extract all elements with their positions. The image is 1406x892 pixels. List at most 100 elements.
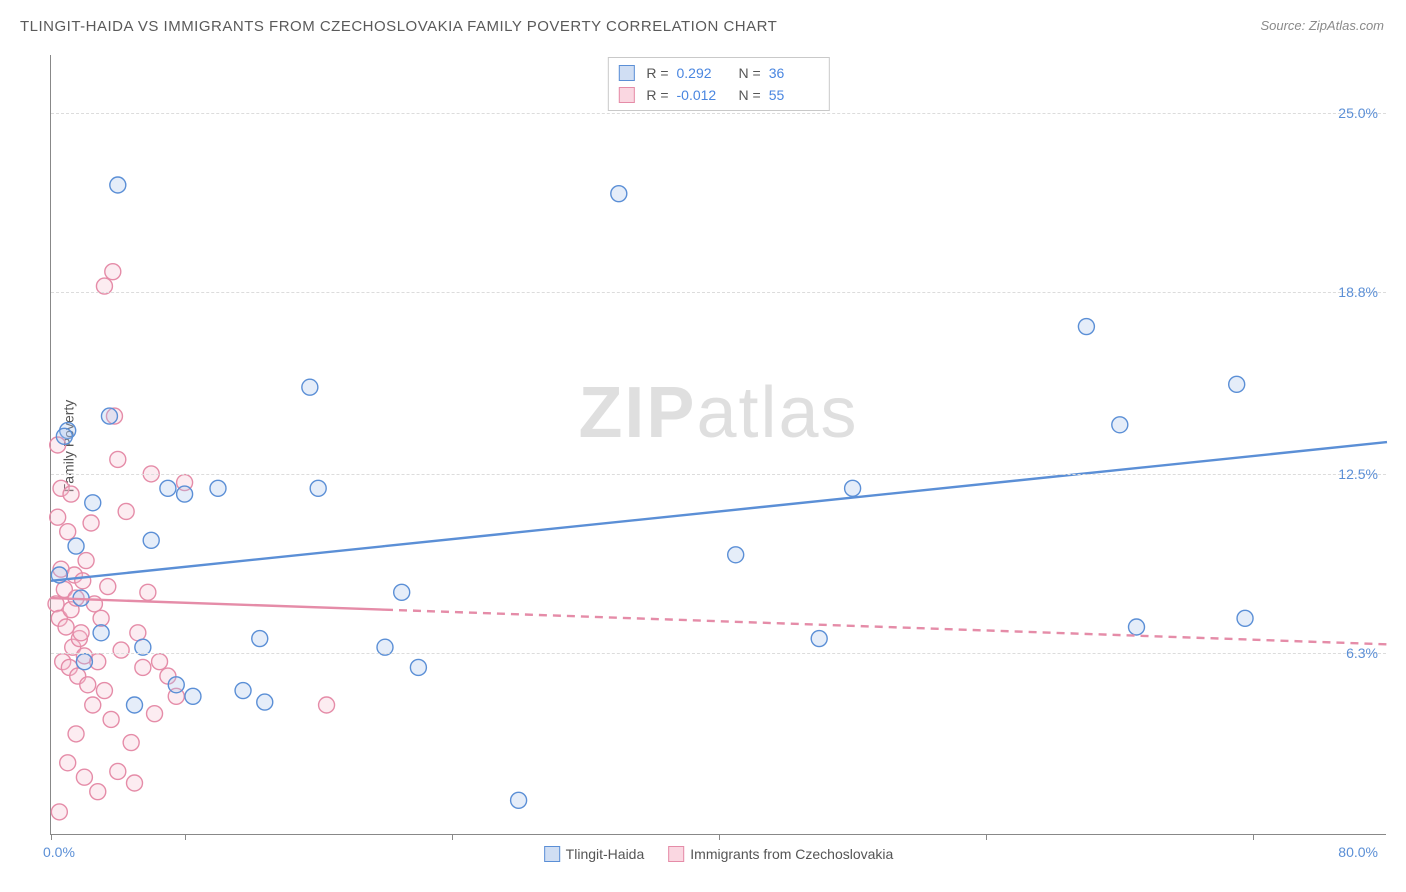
data-point (103, 711, 119, 727)
data-point (143, 532, 159, 548)
data-point (410, 659, 426, 675)
n-value-pink: 55 (769, 84, 819, 106)
data-point (185, 688, 201, 704)
data-point (73, 625, 89, 641)
data-point (160, 480, 176, 496)
data-point (100, 579, 116, 595)
legend-label-blue: Tlingit-Haida (566, 846, 645, 862)
gridline (51, 653, 1386, 654)
data-point (135, 659, 151, 675)
data-point (147, 706, 163, 722)
data-point (152, 654, 168, 670)
scatter-svg (51, 55, 1386, 834)
data-point (123, 735, 139, 751)
x-tick (986, 834, 987, 840)
swatch-pink-icon (668, 846, 684, 862)
gridline (51, 113, 1386, 114)
data-point (302, 379, 318, 395)
data-point (56, 428, 72, 444)
data-point (319, 697, 335, 713)
data-point (811, 631, 827, 647)
data-point (68, 726, 84, 742)
x-tick (452, 834, 453, 840)
y-tick-label: 6.3% (1346, 645, 1378, 661)
data-point (96, 683, 112, 699)
data-point (110, 763, 126, 779)
data-point (845, 480, 861, 496)
data-point (511, 792, 527, 808)
data-point (310, 480, 326, 496)
swatch-blue-icon (544, 846, 560, 862)
y-tick-label: 12.5% (1338, 466, 1378, 482)
data-point (90, 784, 106, 800)
chart-container: TLINGIT-HAIDA VS IMMIGRANTS FROM CZECHOS… (0, 0, 1406, 892)
legend-row-blue: R = 0.292 N = 36 (618, 62, 818, 84)
gridline (51, 292, 1386, 293)
x-tick (1253, 834, 1254, 840)
data-point (58, 619, 74, 635)
n-label: N = (739, 62, 761, 84)
x-tick (51, 834, 52, 840)
data-point (1112, 417, 1128, 433)
data-point (1229, 376, 1245, 392)
data-point (51, 804, 67, 820)
x-tick (719, 834, 720, 840)
r-value-blue: 0.292 (677, 62, 727, 84)
r-value-pink: -0.012 (677, 84, 727, 106)
data-point (1129, 619, 1145, 635)
data-point (101, 408, 117, 424)
r-label: R = (646, 84, 668, 106)
data-point (118, 503, 134, 519)
series-legend: Tlingit-Haida Immigrants from Czechoslov… (544, 846, 894, 862)
data-point (78, 553, 94, 569)
data-point (127, 697, 143, 713)
data-point (110, 177, 126, 193)
data-point (60, 524, 76, 540)
swatch-pink-icon (618, 87, 634, 103)
data-point (60, 755, 76, 771)
data-point (728, 547, 744, 563)
swatch-blue-icon (618, 65, 634, 81)
data-point (83, 515, 99, 531)
trend-line-ext (385, 442, 1387, 546)
n-label: N = (739, 84, 761, 106)
data-point (63, 486, 79, 502)
data-point (76, 769, 92, 785)
x-axis-max-label: 80.0% (1338, 844, 1378, 860)
data-point (110, 451, 126, 467)
trend-line-solid (51, 546, 385, 581)
source-attribution: Source: ZipAtlas.com (1260, 18, 1384, 33)
data-point (85, 495, 101, 511)
data-point (140, 584, 156, 600)
data-point (76, 654, 92, 670)
data-point (85, 697, 101, 713)
legend-row-pink: R = -0.012 N = 55 (618, 84, 818, 106)
data-point (1078, 319, 1094, 335)
data-point (394, 584, 410, 600)
chart-title: TLINGIT-HAIDA VS IMMIGRANTS FROM CZECHOS… (20, 18, 777, 35)
data-point (235, 683, 251, 699)
data-point (1237, 610, 1253, 626)
trend-line-ext (385, 610, 1387, 645)
data-point (93, 610, 109, 626)
data-point (80, 677, 96, 693)
data-point (210, 480, 226, 496)
data-point (611, 186, 627, 202)
y-tick-label: 25.0% (1338, 105, 1378, 121)
data-point (93, 625, 109, 641)
n-value-blue: 36 (769, 62, 819, 84)
data-point (113, 642, 129, 658)
x-tick (185, 834, 186, 840)
data-point (75, 573, 91, 589)
data-point (105, 264, 121, 280)
data-point (127, 775, 143, 791)
data-point (50, 509, 66, 525)
legend-label-pink: Immigrants from Czechoslovakia (690, 846, 893, 862)
data-point (168, 677, 184, 693)
data-point (257, 694, 273, 710)
correlation-legend: R = 0.292 N = 36 R = -0.012 N = 55 (607, 57, 829, 111)
data-point (177, 486, 193, 502)
data-point (68, 538, 84, 554)
y-tick-label: 18.8% (1338, 284, 1378, 300)
plot-area: ZIPatlas R = 0.292 N = 36 R = -0.012 N =… (50, 55, 1386, 835)
